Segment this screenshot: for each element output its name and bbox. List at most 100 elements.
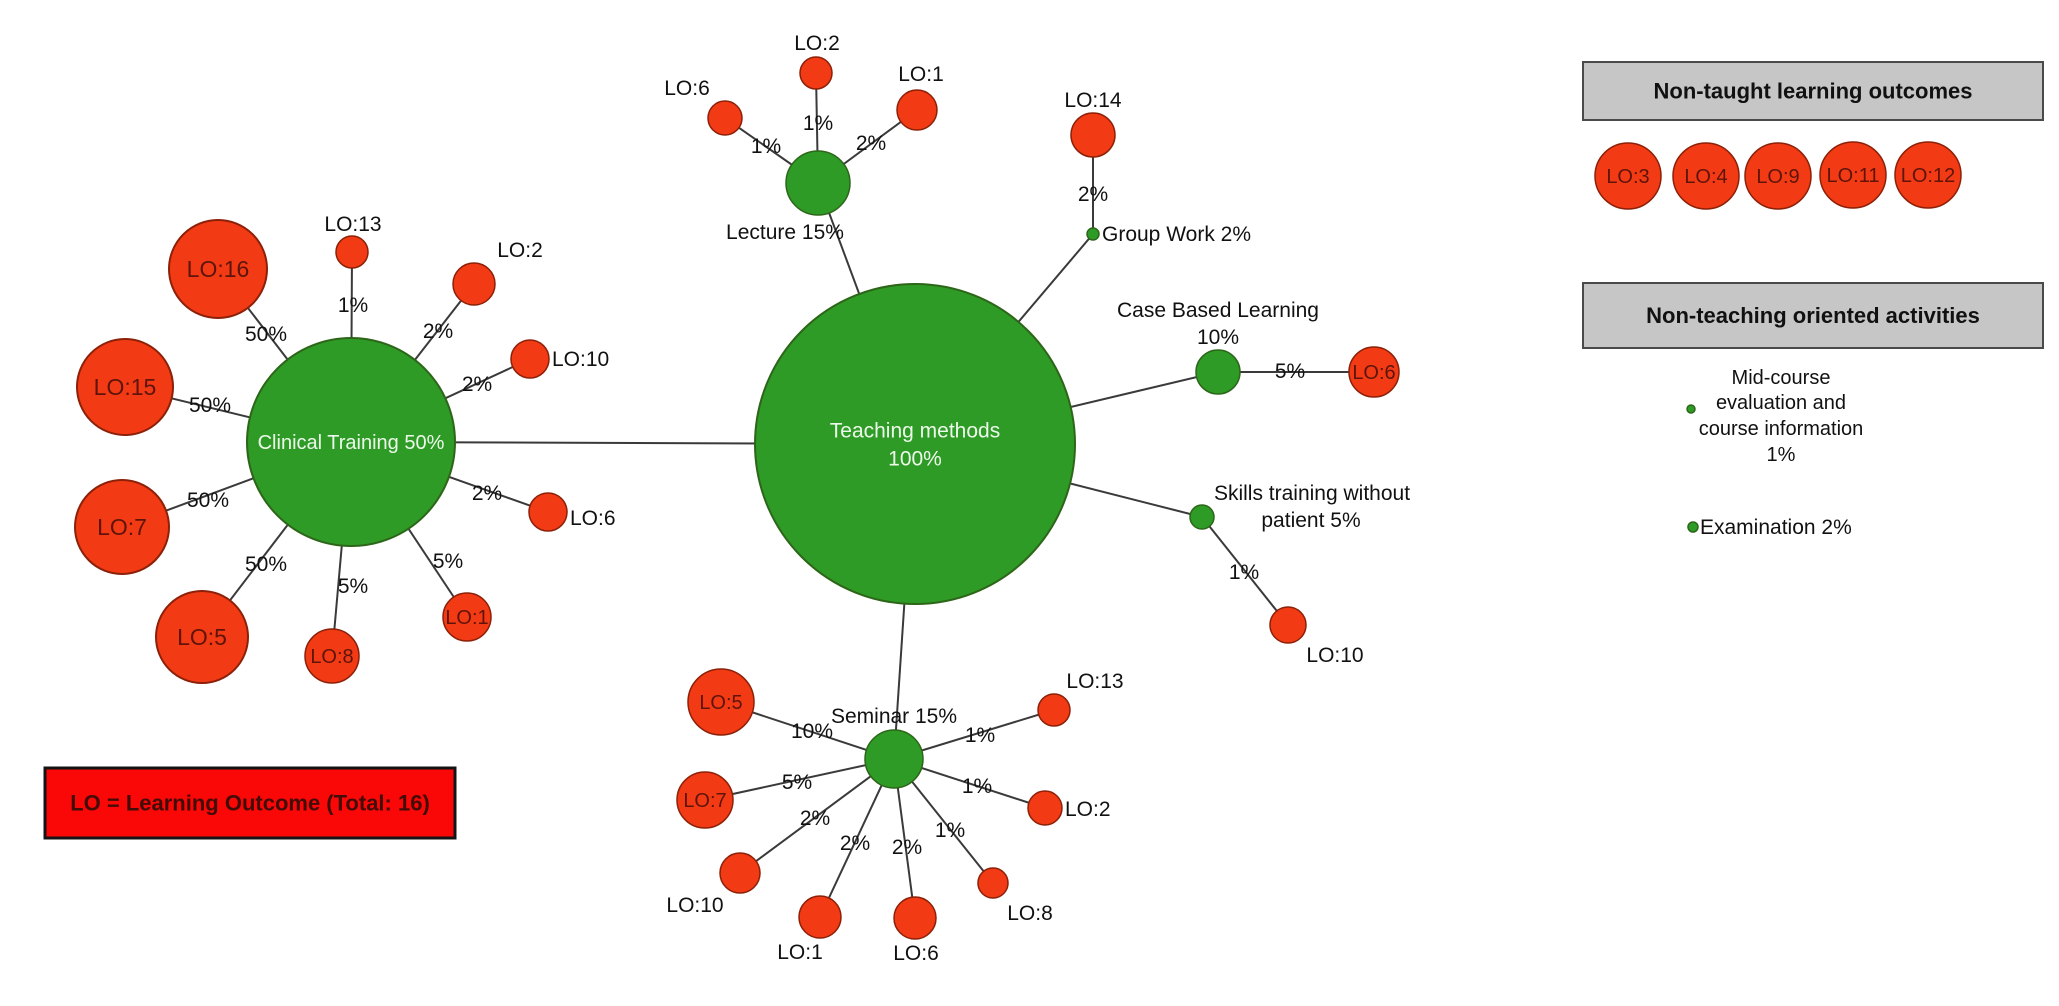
edge-seminar-lo1-label: 2% [840, 832, 870, 855]
node-lo5-seminar-text-line1: LO:5 [699, 692, 742, 714]
node-lo5-seminar-text: LO:5 [699, 692, 742, 714]
node-lo12-panel [1894, 141, 1962, 209]
node-lo10-clinical-label: LO:10 [552, 348, 609, 371]
edge-seminar-lo2-label: 1% [962, 775, 992, 798]
node-lo2-seminar [1027, 790, 1063, 826]
node-lo1-lecture-label: LO:1 [898, 63, 944, 86]
node-lo7-seminar-text: LO:7 [683, 790, 726, 812]
node-skills-training-dot [1189, 504, 1215, 530]
edge-clinical-lo6-label: 2% [472, 482, 502, 505]
node-lo5-clinical-text-line1: LO:5 [177, 624, 227, 650]
node-lo6-lecture [707, 100, 743, 136]
node-lo5-seminar [687, 668, 755, 736]
node-lo8-clinical-text: LO:8 [310, 646, 353, 668]
edge-cbl-lo6-label: 5% [1275, 360, 1305, 383]
node-clinical-training-text-line1: Clinical Training 50% [258, 432, 445, 454]
node-lo4-panel-text: LO:4 [1684, 166, 1727, 188]
node-lo15-clinical-text-line1: LO:15 [94, 374, 157, 400]
edge-clinical-lo13-label: 1% [338, 294, 368, 317]
node-lo14-groupwork [1070, 112, 1116, 158]
node-lo11-panel-text: LO:11 [1827, 165, 1880, 187]
node-clinical-training-text: Clinical Training 50% [258, 432, 445, 454]
node-lo4-panel [1672, 142, 1740, 210]
edge-lecture-lo2-label: 1% [803, 112, 833, 135]
edge-seminar-lo7 [704, 758, 895, 801]
node-lo2-lecture-label: LO:2 [794, 32, 840, 55]
node-group-work-dot [1086, 227, 1100, 241]
node-lo10-clinical [510, 339, 550, 379]
node-lo1-clinical [442, 592, 492, 642]
edge-skills-lo10-label: 1% [1229, 561, 1259, 584]
edge-clinical-lo8-label: 5% [338, 575, 368, 598]
node-lo7-clinical-text: LO:7 [97, 514, 147, 540]
node-lo14-groupwork-label: LO:14 [1064, 89, 1122, 112]
label-midcourse-line1: Mid-course [1732, 367, 1831, 389]
edge-groupwork-lo14-label: 2% [1078, 183, 1108, 206]
node-lo1-seminar-label: LO:1 [777, 941, 823, 964]
node-clinical-training [246, 337, 456, 547]
label-examination: Examination 2% [1700, 516, 1852, 539]
node-lo13-seminar [1037, 693, 1071, 727]
node-lo6-cbl-text-line1: LO:6 [1352, 362, 1395, 384]
edge-clinical-lo15-label: 50% [189, 394, 231, 417]
node-lo8-seminar [977, 867, 1009, 899]
node-lo16-clinical-text-line1: LO:16 [187, 256, 250, 282]
edge-clinical-lo16-label: 50% [245, 323, 287, 346]
node-lo7-clinical-text-line1: LO:7 [97, 514, 147, 540]
node-lo9-panel [1744, 142, 1812, 210]
node-lo6-clinical-label: LO:6 [570, 507, 616, 530]
node-seminar [864, 729, 924, 789]
edge-lecture-lo1-label: 2% [856, 132, 886, 155]
edge-clinical-lo2-label: 2% [423, 320, 453, 343]
edge-skills-lo10 [1201, 516, 1289, 626]
node-lo7-seminar [676, 771, 734, 829]
node-lo2-seminar-label: LO:2 [1065, 798, 1111, 821]
node-lo9-panel-text-line1: LO:9 [1756, 166, 1799, 188]
label-skills-line2: patient 5% [1261, 509, 1360, 532]
node-lo7-seminar-text-line1: LO:7 [683, 790, 726, 812]
node-lo8-seminar-label: LO:8 [1007, 902, 1053, 925]
edge-clinical-lo1-label: 5% [433, 550, 463, 573]
node-lo8-clinical-text-line1: LO:8 [310, 646, 353, 668]
node-lo10-seminar [719, 852, 761, 894]
legend-text: LO = Learning Outcome (Total: 16) [70, 791, 430, 816]
label-lecture: Lecture 15% [726, 221, 844, 244]
node-lo6-lecture-label: LO:6 [664, 77, 710, 100]
node-lo10-skills [1269, 606, 1307, 644]
node-lo7-clinical [74, 479, 170, 575]
node-lo2-clinical [452, 262, 496, 306]
node-lo1-lecture [896, 89, 938, 131]
node-lo5-clinical-text: LO:5 [177, 624, 227, 650]
edge-clinical-lo7-label: 50% [187, 489, 229, 512]
node-lo4-panel-text-line1: LO:4 [1684, 166, 1727, 188]
node-lo12-panel-text-line1: LO:12 [1901, 165, 1955, 187]
node-lo6-cbl-text: LO:6 [1352, 362, 1395, 384]
label-midcourse-line2: evaluation and [1716, 392, 1846, 414]
edge-seminar-lo8-label: 1% [935, 819, 965, 842]
node-lo3-panel [1594, 142, 1662, 210]
node-lo8-clinical [304, 628, 360, 684]
legend-box [43, 766, 457, 840]
node-lo10-skills-label: LO:10 [1306, 644, 1363, 667]
node-lo6-seminar [893, 896, 937, 940]
node-lo11-panel [1819, 141, 1887, 209]
header-non-teaching-title: Non-teaching oriented activities [1646, 303, 1980, 328]
node-lo5-clinical [155, 590, 249, 684]
edge-clinical-lo5-label: 50% [245, 553, 287, 576]
edge-seminar-lo5-label: 10% [791, 720, 833, 743]
node-lo13-seminar-label: LO:13 [1066, 670, 1123, 693]
node-lo10-seminar-label: LO:10 [666, 894, 723, 917]
label-cbl-line1: Case Based Learning [1117, 299, 1319, 322]
edge-seminar-lo6-label: 2% [892, 836, 922, 859]
node-lo16-clinical [168, 219, 268, 319]
header-non-taught-box [1582, 61, 2044, 121]
node-lo6-seminar-label: LO:6 [893, 942, 939, 965]
label-seminar: Seminar 15% [831, 705, 957, 728]
node-lo16-clinical-text: LO:16 [187, 256, 250, 282]
node-lo12-panel-text: LO:12 [1901, 165, 1955, 187]
header-non-taught-title: Non-taught learning outcomes [1654, 79, 1973, 104]
node-examination-dot [1687, 521, 1699, 533]
header-non-teaching-box [1582, 282, 2044, 349]
